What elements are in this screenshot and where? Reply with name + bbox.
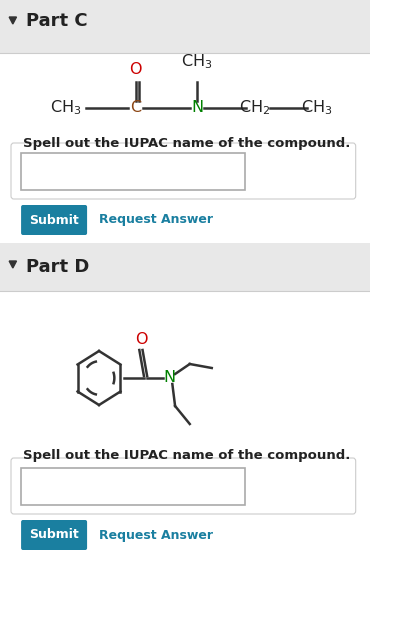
Text: Request Answer: Request Answer <box>99 213 213 227</box>
FancyBboxPatch shape <box>0 243 370 291</box>
FancyBboxPatch shape <box>21 205 87 235</box>
FancyBboxPatch shape <box>21 468 245 505</box>
Text: O: O <box>129 63 142 77</box>
Text: O: O <box>135 332 147 346</box>
FancyBboxPatch shape <box>21 520 87 550</box>
FancyBboxPatch shape <box>0 291 370 633</box>
Text: CH$_2$: CH$_2$ <box>239 99 271 117</box>
FancyBboxPatch shape <box>0 0 370 53</box>
Text: Submit: Submit <box>29 529 79 541</box>
Text: Submit: Submit <box>29 213 79 227</box>
Text: CH$_3$: CH$_3$ <box>301 99 332 117</box>
Text: Part D: Part D <box>26 258 89 276</box>
Text: CH$_3$: CH$_3$ <box>50 99 82 117</box>
Text: Spell out the IUPAC name of the compound.: Spell out the IUPAC name of the compound… <box>23 449 350 461</box>
Text: CH$_3$: CH$_3$ <box>181 53 213 72</box>
Text: N: N <box>164 370 176 385</box>
FancyBboxPatch shape <box>21 153 245 190</box>
Text: C: C <box>130 101 141 115</box>
Text: Spell out the IUPAC name of the compound.: Spell out the IUPAC name of the compound… <box>23 137 350 149</box>
Polygon shape <box>9 261 17 268</box>
Text: Part C: Part C <box>26 12 87 30</box>
FancyBboxPatch shape <box>0 53 370 313</box>
Polygon shape <box>9 17 17 24</box>
Text: N: N <box>191 101 203 115</box>
Text: Request Answer: Request Answer <box>99 529 213 541</box>
